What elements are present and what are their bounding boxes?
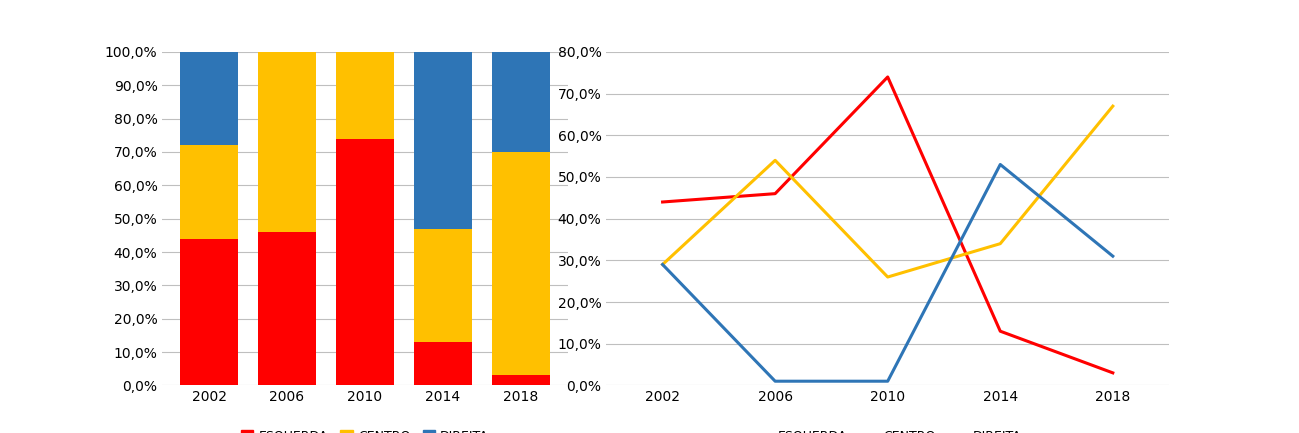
Legend: ESQUERDA, CENTRO, DIREITA: ESQUERDA, CENTRO, DIREITA: [236, 425, 494, 433]
Bar: [491, 375, 549, 385]
Bar: [179, 52, 238, 145]
Bar: [413, 229, 472, 342]
Bar: [335, 139, 394, 385]
Bar: [491, 52, 549, 152]
Bar: [491, 152, 549, 375]
Legend: ESQUERDA, CENTRO, DIREITA: ESQUERDA, CENTRO, DIREITA: [750, 425, 1026, 433]
Bar: [413, 342, 472, 385]
Bar: [179, 239, 238, 385]
Bar: [335, 52, 394, 139]
Bar: [257, 232, 316, 385]
Bar: [179, 145, 238, 239]
Bar: [257, 52, 316, 232]
Bar: [413, 52, 472, 229]
